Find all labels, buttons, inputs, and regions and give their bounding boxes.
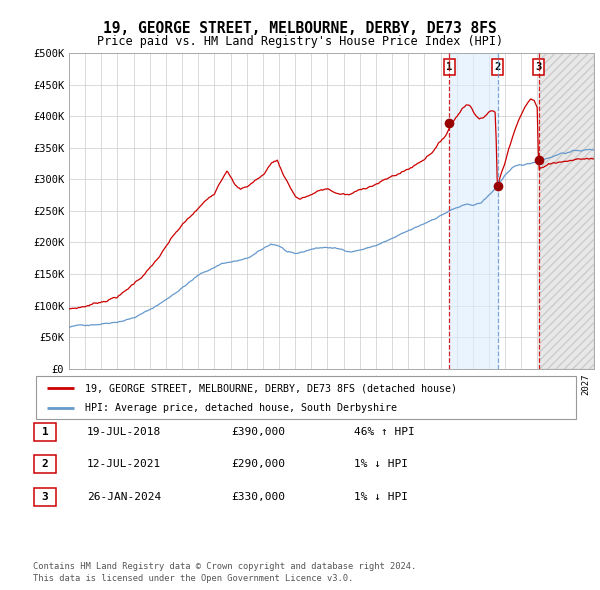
Text: 1% ↓ HPI: 1% ↓ HPI [354, 492, 408, 502]
Text: 3: 3 [41, 492, 49, 502]
Text: 3: 3 [535, 62, 542, 72]
Text: 2: 2 [41, 460, 49, 469]
Text: 46% ↑ HPI: 46% ↑ HPI [354, 427, 415, 437]
Text: £330,000: £330,000 [231, 492, 285, 502]
Bar [539, 53, 594, 369]
Text: 1: 1 [446, 62, 452, 72]
FancyBboxPatch shape [34, 455, 56, 473]
FancyBboxPatch shape [34, 423, 56, 441]
Text: 1% ↓ HPI: 1% ↓ HPI [354, 460, 408, 469]
Text: 19-JUL-2018: 19-JUL-2018 [87, 427, 161, 437]
Bar [449, 53, 497, 369]
Text: 2: 2 [494, 62, 500, 72]
Text: 1: 1 [41, 427, 49, 437]
Text: Price paid vs. HM Land Registry's House Price Index (HPI): Price paid vs. HM Land Registry's House … [97, 35, 503, 48]
Text: Contains HM Land Registry data © Crown copyright and database right 2024.
This d: Contains HM Land Registry data © Crown c… [33, 562, 416, 583]
Text: HPI: Average price, detached house, South Derbyshire: HPI: Average price, detached house, Sout… [85, 404, 397, 413]
Text: 12-JUL-2021: 12-JUL-2021 [87, 460, 161, 469]
Text: 19, GEORGE STREET, MELBOURNE, DERBY, DE73 8FS: 19, GEORGE STREET, MELBOURNE, DERBY, DE7… [103, 21, 497, 36]
Text: £390,000: £390,000 [231, 427, 285, 437]
FancyBboxPatch shape [36, 376, 576, 419]
Text: 19, GEORGE STREET, MELBOURNE, DERBY, DE73 8FS (detached house): 19, GEORGE STREET, MELBOURNE, DERBY, DE7… [85, 384, 457, 394]
Text: 26-JAN-2024: 26-JAN-2024 [87, 492, 161, 502]
Text: £290,000: £290,000 [231, 460, 285, 469]
FancyBboxPatch shape [34, 488, 56, 506]
